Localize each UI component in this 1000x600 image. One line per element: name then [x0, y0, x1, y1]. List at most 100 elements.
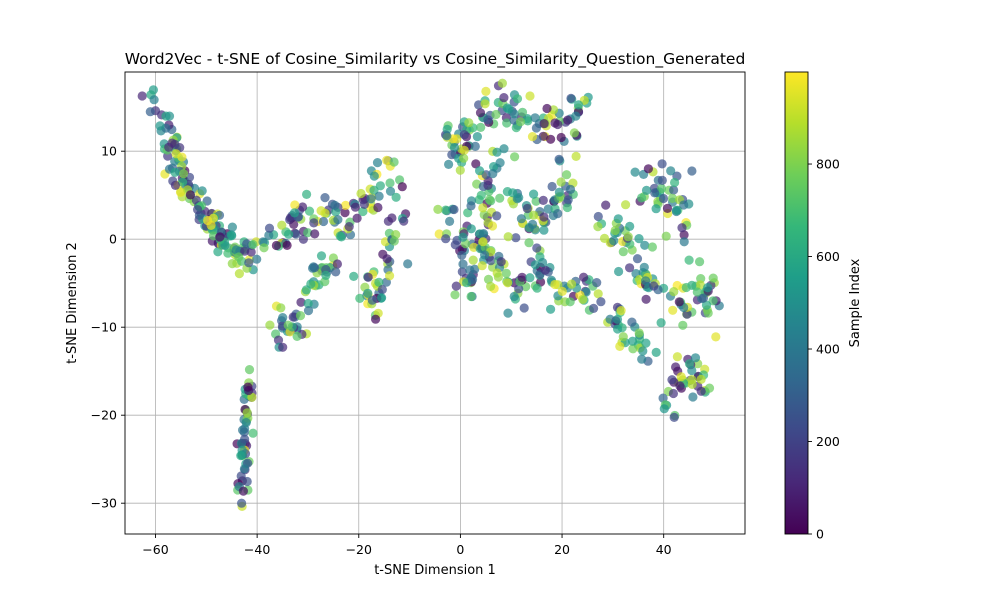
scatter-point — [677, 223, 687, 233]
scatter-point — [238, 425, 248, 435]
scatter-point — [391, 192, 401, 202]
scatter-point — [385, 271, 395, 281]
scatter-point — [278, 342, 288, 352]
scatter-point — [176, 187, 186, 197]
scatter-point — [659, 404, 669, 414]
scatter-point — [704, 383, 715, 393]
scatter-point — [662, 203, 673, 213]
scatter-point — [239, 464, 249, 474]
scatter-point — [657, 175, 667, 185]
scatter-point — [309, 218, 319, 228]
scatter-point — [511, 233, 521, 243]
scatter-point — [612, 314, 623, 324]
scatter-point — [573, 100, 584, 110]
scatter-point — [681, 282, 691, 293]
scatter-point — [650, 188, 660, 198]
scatter-point — [615, 341, 625, 351]
scatter-point — [389, 157, 399, 167]
scatter-point — [277, 220, 287, 230]
scatter-point — [515, 117, 526, 127]
scatter-point — [517, 107, 528, 117]
scatter-point — [641, 294, 651, 304]
scatter-point — [628, 344, 638, 354]
scatter-point — [478, 203, 488, 213]
scatter-point — [499, 144, 509, 154]
scatter-point — [356, 188, 366, 199]
scatter-point — [145, 107, 155, 117]
scatter-point — [137, 91, 147, 101]
scatter-point — [288, 312, 298, 322]
scatter-point — [213, 247, 223, 257]
scatter-point — [387, 213, 397, 223]
scatter-point — [271, 240, 281, 251]
scatter-point — [640, 240, 650, 250]
colorbar-tick-label: 0 — [816, 527, 824, 542]
scatter-point — [599, 233, 610, 243]
plot-frame — [124, 71, 746, 535]
scatter-point — [179, 169, 189, 179]
scatter-point — [514, 284, 524, 294]
scatter-point — [496, 257, 506, 267]
scatter-point — [639, 262, 649, 272]
scatter-point — [679, 200, 689, 210]
scatter-point — [367, 295, 377, 305]
scatter-point — [193, 205, 203, 215]
scatter-point — [656, 318, 666, 328]
y-axis-label: t-SNE Dimension 2 — [65, 242, 80, 364]
scatter-point — [502, 118, 512, 128]
scatter-point — [223, 248, 233, 258]
x-tick-label: −20 — [346, 542, 372, 557]
scatter-point — [634, 234, 644, 244]
scatter-point — [296, 297, 306, 307]
scatter-point — [284, 229, 294, 239]
scatter-point — [592, 278, 602, 288]
scatter-point — [567, 279, 577, 289]
scatter-point — [248, 239, 258, 250]
scatter-point — [447, 150, 457, 160]
scatter-point — [554, 187, 565, 197]
scatter-point — [637, 354, 647, 364]
scatter-point — [252, 254, 262, 264]
scatter-point — [240, 246, 250, 256]
scatter-point — [529, 210, 539, 220]
scatter-point — [687, 379, 697, 389]
scatter-point — [444, 159, 454, 169]
scatter-point — [185, 190, 195, 200]
scatter-point — [556, 177, 566, 187]
scatter-point — [352, 213, 362, 223]
scatter-point — [613, 324, 623, 334]
scatter-point — [295, 311, 306, 321]
scatter-point — [321, 270, 331, 280]
scatter-point — [531, 123, 542, 133]
scatter-point — [464, 118, 474, 128]
scatter-point — [492, 147, 502, 157]
scatter-point — [450, 240, 460, 250]
scatter-point — [483, 115, 493, 125]
scatter-point — [265, 320, 275, 330]
scatter-point — [320, 193, 330, 203]
scatter-point — [377, 293, 387, 303]
scatter-point — [434, 229, 444, 239]
scatter-point — [475, 108, 486, 118]
scatter-point — [523, 116, 533, 126]
x-tick-label: −40 — [244, 542, 270, 557]
scatter-point — [276, 303, 286, 313]
scatter-point — [696, 386, 706, 396]
scatter-point — [316, 251, 327, 261]
y-tick-label: 0 — [109, 232, 117, 247]
scatter-point — [530, 113, 540, 123]
scatter-point — [589, 303, 599, 313]
scatter-point — [282, 240, 292, 250]
scatter-point — [471, 159, 481, 169]
scatter-point — [601, 200, 611, 210]
scatter-point — [306, 279, 316, 289]
scatter-point — [528, 219, 538, 229]
scatter-point — [488, 169, 498, 179]
y-tick-label: −10 — [91, 320, 117, 335]
colorbar-tick-label: 600 — [816, 249, 840, 264]
x-tick-label: 40 — [656, 542, 672, 557]
y-axis-ticks: −30 −20 −10 0 10 — [91, 144, 125, 511]
scatter-point — [449, 142, 460, 153]
scatter-point — [373, 202, 383, 213]
